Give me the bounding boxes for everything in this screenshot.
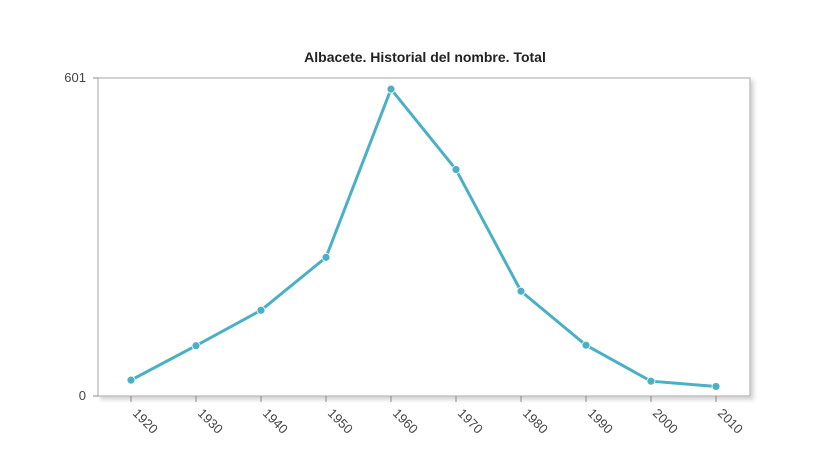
data-point (711, 382, 721, 391)
series-line (129, 87, 718, 388)
data-point (581, 340, 591, 350)
data-point (191, 341, 201, 351)
chart-title: Albacete. Historial del nombre. Total (304, 49, 546, 65)
data-point (256, 305, 266, 315)
x-tick-label: 1980 (520, 406, 551, 437)
y-tick-label: 601 (64, 70, 86, 85)
x-tick-label: 1930 (195, 406, 226, 437)
data-point (646, 376, 656, 386)
x-tick-label: 2010 (715, 406, 746, 437)
x-tick-label: 1920 (130, 406, 161, 437)
y-tick-label: 0 (79, 388, 86, 403)
data-point (386, 84, 396, 94)
x-tick-label: 1990 (585, 406, 616, 437)
x-tick-label: 2000 (650, 406, 681, 437)
series-layer (126, 84, 721, 391)
data-point (451, 165, 461, 174)
x-tick-label: 1950 (325, 406, 356, 437)
x-tick-label: 1960 (390, 406, 421, 437)
data-point (516, 286, 526, 296)
x-tick-label: 1940 (260, 406, 291, 437)
data-point (126, 375, 136, 385)
x-tick-label: 1970 (455, 406, 486, 437)
axes: 0 601 1920 1930 1940 1950 1960 1970 1980 1990 2000… (64, 70, 746, 437)
data-point (321, 252, 331, 262)
